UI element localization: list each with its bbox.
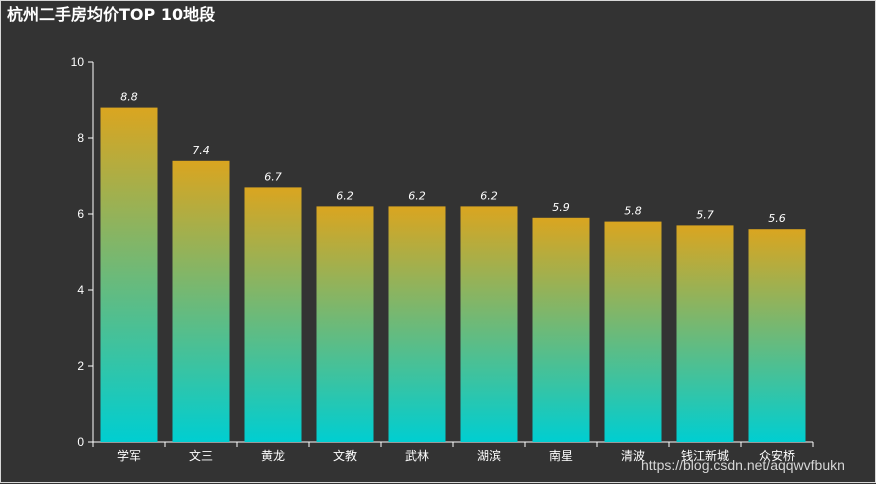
- bar-value-label: 5.8: [624, 205, 642, 218]
- bar[interactable]: [604, 221, 662, 442]
- bar[interactable]: [676, 225, 734, 442]
- bar[interactable]: [532, 217, 590, 442]
- bar-value-label: 6.2: [480, 189, 498, 202]
- bar[interactable]: [460, 206, 518, 442]
- bar-value-label: 7.4: [192, 144, 210, 157]
- watermark-text: https://blog.csdn.net/aqqwvfbukn: [641, 457, 845, 473]
- category-label: 文教: [333, 448, 357, 463]
- x-axis-ticks: [92, 442, 814, 447]
- y-tick-label: 6: [77, 207, 84, 221]
- bar-value-label: 5.7: [696, 208, 714, 221]
- bar-value-label: 6.2: [408, 189, 426, 202]
- category-label: 众安桥: [759, 448, 795, 463]
- bar[interactable]: [388, 206, 446, 442]
- bar[interactable]: [100, 107, 158, 442]
- bar[interactable]: [316, 206, 374, 442]
- bar[interactable]: [748, 229, 806, 442]
- bar-value-label: 8.8: [120, 91, 138, 104]
- bar[interactable]: [172, 160, 230, 443]
- y-tick-label: 10: [71, 55, 85, 69]
- chart-title: 杭州二手房均价TOP 10地段: [7, 5, 216, 24]
- category-label: 黄龙: [261, 449, 285, 463]
- y-tick-label: 8: [77, 131, 84, 145]
- bar-value-label: 5.9: [552, 201, 570, 214]
- category-label: 清波: [621, 449, 645, 463]
- bar-value-label: 6.7: [264, 170, 282, 183]
- category-label: 钱江新城: [681, 448, 729, 463]
- bar-value-label: 6.2: [336, 189, 354, 202]
- y-tick-label: 0: [77, 435, 84, 449]
- category-label: 学军: [117, 448, 141, 463]
- category-label: 武林: [405, 449, 429, 463]
- bars-group: [100, 107, 806, 443]
- data-labels-group: 8.8 7.4 6.7 6.2 6.2 6.2 5.9 5.8 5.7 5.6: [120, 91, 786, 226]
- bar[interactable]: [244, 187, 302, 442]
- y-tick-label: 2: [77, 359, 84, 373]
- category-labels-group: 学军 文三 黄龙 文教 武林 湖滨 南星 清波 钱江新城 众安桥: [117, 448, 795, 463]
- category-label: 南星: [549, 448, 573, 463]
- bar-value-label: 5.6: [768, 212, 786, 225]
- category-label: 湖滨: [477, 448, 501, 463]
- y-axis-ticks: 0 2 4 6 8 10: [71, 55, 93, 449]
- category-label: 文三: [189, 448, 213, 463]
- y-tick-label: 4: [77, 283, 84, 297]
